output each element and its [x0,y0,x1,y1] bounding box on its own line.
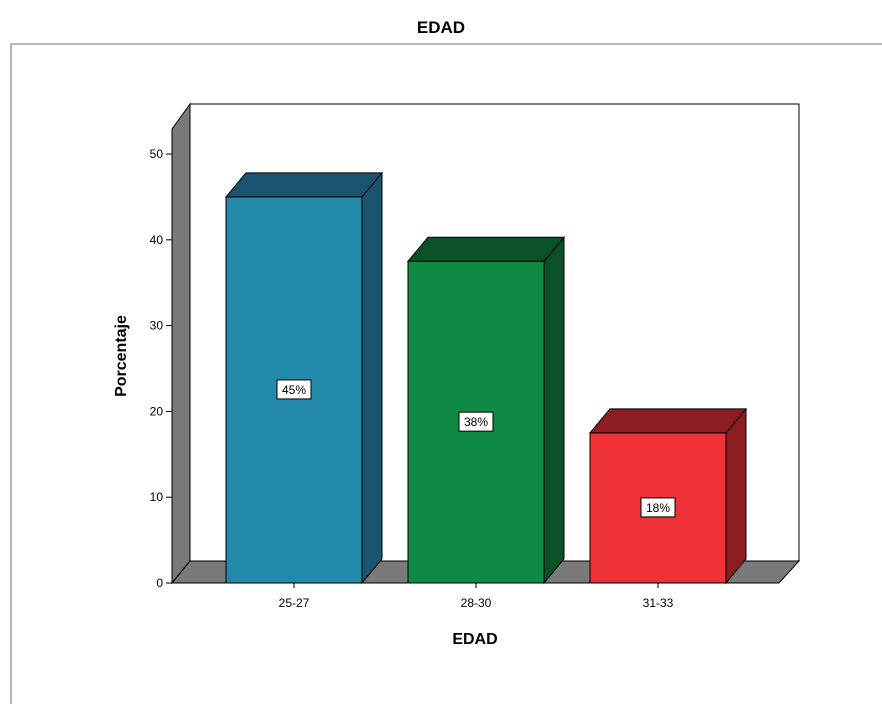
bar-top [224,172,384,198]
x-axis-title: EDAD [452,631,497,648]
data-label: 18% [646,501,670,515]
bar-25-27: 45% [224,171,384,585]
y-tick-label-10: 10 [150,490,164,504]
data-label: 38% [464,415,488,429]
data-label-box [640,497,676,518]
x-tick-label-28-30: 28-30 [461,596,492,610]
y-axis-title: Porcentaje [113,315,130,397]
bar-top [406,236,566,262]
x-tick-label-31-33: 31-33 [643,596,674,610]
bar-top [588,408,748,434]
y-tick-label-40: 40 [150,233,164,247]
bar-28-30: 38% [406,235,566,585]
bar-side [543,235,565,585]
y-tick-label-50: 50 [150,147,164,161]
x-tick-label-25-27: 25-27 [279,596,310,610]
data-label: 45% [282,383,306,397]
bar-side [361,171,383,585]
y-tick-label-0: 0 [156,576,163,590]
bar-31-33: 18% [588,407,748,585]
y-tick-label-30: 30 [150,319,164,333]
side-wall [171,102,191,585]
chart-title: EDAD [416,18,466,37]
data-label-box [276,379,312,400]
data-label-box [458,411,494,432]
y-tick-label-20: 20 [150,404,164,418]
bar-side [725,407,747,585]
